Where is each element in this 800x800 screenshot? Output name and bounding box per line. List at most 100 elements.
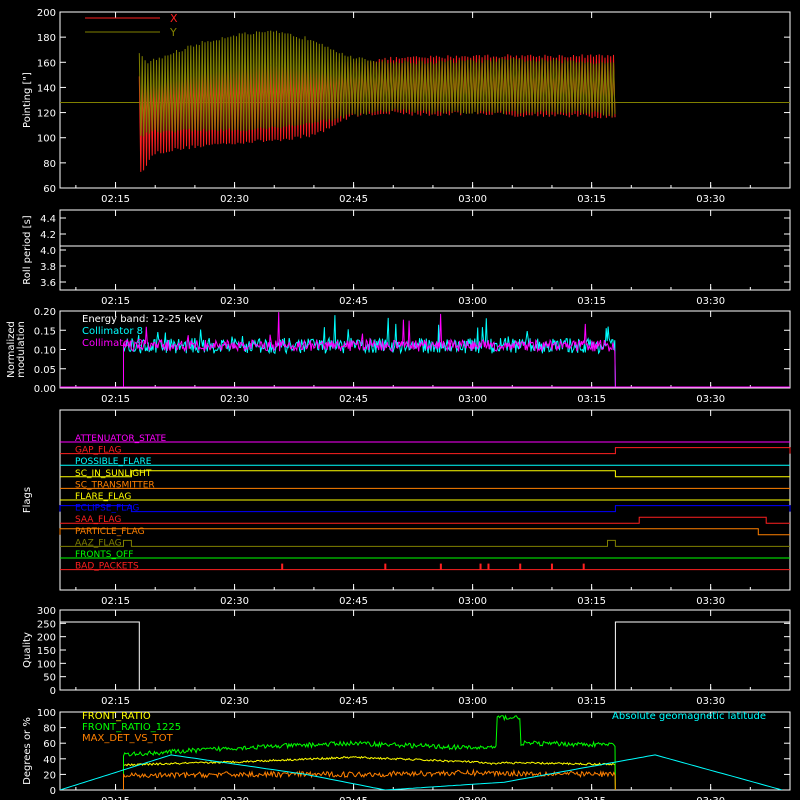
x-tick-label: 02:45 [339,596,368,607]
x-tick-label: 03:30 [696,394,725,405]
y-tick-label: 200 [37,8,56,19]
flag-label: PARTICLE_FLAG [75,527,145,537]
x-tick-label: 02:30 [220,596,249,607]
series-front-ratio-line [123,755,616,790]
flag-line [60,447,791,455]
energy-band-label: Energy band: 12-25 keV [82,314,203,325]
y-tick-label: 100 [37,659,56,670]
y-tick-label: 4.0 [40,246,56,257]
x-tick-label: 03:15 [577,796,606,800]
y-tick-label: 0 [50,686,56,697]
y-tick-label: 160 [37,58,56,69]
legend-label: Collimator 8 [82,326,143,337]
flag-gap-flag: GAP_FLAG [60,446,791,456]
y-tick-label: 20 [43,770,56,781]
flag-label: AAZ_FLAG [75,538,122,548]
legend-label: Collimator 9 [82,338,143,349]
y-tick-label: 4.2 [40,230,56,241]
x-tick-label: 03:30 [696,194,725,205]
y-axis-label: modulation [16,321,27,378]
y-tick-label: 0.15 [34,326,56,337]
flag-line [60,539,790,547]
plot-area [60,30,790,172]
flag-label: BAD_PACKETS [75,562,139,572]
flag-line [59,528,790,536]
y-axis-label: Quality [22,632,33,668]
x-tick-label: 02:30 [220,394,249,405]
y-tick-label: 300 [37,606,56,617]
panel-0: 02:15 02:30 02:45 03:00 03:15 03:30 60 80 100 120… [22,8,791,205]
y-tick-label: 60 [43,739,56,750]
x-tick-label: 02:45 [339,194,368,205]
x-tick-label: 02:15 [101,394,130,405]
x-tick-label: 03:30 [696,596,725,607]
y-tick-label: 0 [50,786,56,797]
series-absolute-geomagnetic-latitude-line [60,754,783,790]
y-axis-label: Flags [22,487,33,513]
series-collimator-9-line [123,312,616,388]
y-tick-label: 50 [43,673,56,684]
x-tick-label: 02:30 [220,796,249,800]
y-tick-label: 100 [37,708,56,719]
flag-line [60,516,790,524]
x-tick-label: 02:30 [220,296,249,307]
x-tick-label: 02:45 [339,296,368,307]
y-tick-label: 0.00 [34,384,56,395]
panel-5: 02:15 02:30 02:45 03:00 03:15 03:30 0 20 40 60 80 1… [22,708,791,800]
x-tick-label: 03:00 [458,194,487,205]
flag-fronts-off: FRONTS_OFF [60,550,790,560]
legend-label: MAX_DET_VS_TOT [82,733,174,744]
plot-area [60,312,790,388]
flag-label: FRONTS_OFF [75,550,133,560]
flag-line [59,505,791,513]
x-tick-label: 02:45 [339,696,368,707]
flag-sc-transmitter: SC_TRANSMITTER [60,480,790,490]
flag-saa-flag: SAA_FLAG [60,515,790,525]
x-tick-label: 03:00 [458,796,487,800]
flag-flare-flag: FLARE_FLAG [60,492,790,502]
x-tick-label: 02:15 [101,696,130,707]
y-tick-label: 3.6 [40,278,56,289]
y-tick-label: 150 [37,646,56,657]
y-tick-label: 0.10 [34,346,56,357]
series-front-ratio-1225-line [123,714,616,790]
x-tick-label: 03:30 [696,296,725,307]
x-tick-label: 02:15 [101,296,130,307]
x-tick-label: 03:15 [577,194,606,205]
flag-label: SAA_FLAG [75,515,121,525]
x-tick-label: 03:00 [458,296,487,307]
series-max-det-vs-tot-line [123,768,616,790]
series-y-line [138,30,616,137]
x-tick-label: 02:45 [339,394,368,405]
flag-label: GAP_FLAG [75,446,121,456]
y-tick-label: 120 [37,109,56,120]
y-tick-label: 0.05 [34,365,56,376]
panel-frame [59,11,791,189]
geomagnetic-latitude-label: Absolute geomagnetic latitude [612,711,766,722]
y-axis-label: Roll period [s] [22,215,33,284]
x-tick-label: 02:15 [101,796,130,800]
x-tick-label: 03:15 [577,696,606,707]
x-tick-label: 03:15 [577,296,606,307]
legend-label: FRONT_RATIO_1225 [82,722,181,733]
x-tick-label: 02:30 [220,696,249,707]
y-tick-label: 40 [43,755,56,766]
y-tick-label: 4.4 [40,214,56,225]
flag-bad-packets: BAD_PACKETS [60,562,790,572]
y-tick-label: 180 [37,33,56,44]
x-tick-label: 03:15 [577,394,606,405]
flag-particle-flag: PARTICLE_FLAG [59,527,790,537]
panel-2: 02:15 02:30 02:45 03:00 03:15 03:30 0.00 0.05 0.… [6,307,791,405]
x-tick-label: 03:00 [458,696,487,707]
x-tick-label: 03:30 [696,696,725,707]
y-tick-label: 3.8 [40,262,56,273]
y-tick-label: 80 [43,724,56,735]
x-tick-label: 02:15 [101,194,130,205]
y-axis-label: Normalized [6,321,17,378]
y-tick-label: 0.20 [34,307,56,318]
quality-line [60,621,790,691]
y-axis-label: Degrees or % [22,717,33,785]
panel-3: 02:15 02:30 02:45 03:00 03:15 03:30 Flags ATTEN… [22,409,791,607]
flag-eclipse-flag: ECLIPSE_FLAG [59,504,791,514]
